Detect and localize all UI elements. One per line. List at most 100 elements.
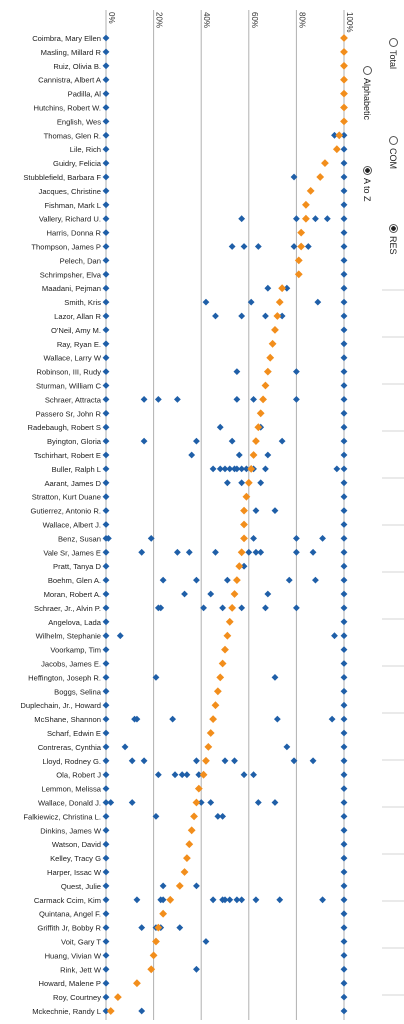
row-label: Schraer, Attracta	[45, 395, 102, 404]
radio-dot-icon[interactable]	[363, 66, 372, 75]
individual-point	[102, 409, 110, 417]
row-label: Angelova, Lada	[48, 618, 102, 627]
individual-point	[102, 187, 110, 195]
row-label: Vale Sr, James E	[43, 548, 101, 557]
individual-point	[200, 604, 207, 612]
individual-point	[340, 479, 348, 487]
row-label: Thompson, James P	[31, 243, 101, 252]
radio-res[interactable]: RES	[388, 224, 398, 255]
individual-point	[333, 465, 341, 473]
individual-point	[340, 938, 348, 945]
x-tick-label: 100%	[345, 12, 354, 32]
total-point	[340, 75, 348, 84]
individual-point	[223, 479, 231, 487]
individual-point	[102, 354, 110, 362]
x-tick-labels: 0% 20% 40% 60% 80% 100%	[107, 12, 354, 32]
individual-point	[102, 771, 110, 779]
individual-point	[340, 326, 348, 334]
individual-point	[283, 743, 291, 751]
individual-point	[102, 229, 110, 236]
row-label: Radebaugh, Robert S	[28, 423, 101, 432]
individual-point	[328, 715, 336, 723]
individual-point	[221, 757, 229, 765]
individual-point	[102, 131, 110, 139]
individual-point	[340, 687, 348, 695]
individual-point	[102, 145, 110, 153]
individual-point	[273, 715, 281, 723]
individual-point	[216, 423, 224, 431]
individual-point	[264, 284, 272, 292]
individual-point	[219, 604, 227, 612]
total-point	[225, 617, 234, 626]
individual-point	[238, 604, 246, 612]
individual-point	[102, 48, 110, 56]
row-label: Carmack Ccim, Kim	[34, 896, 101, 905]
row-label: Lazor, Allan R	[54, 312, 101, 321]
individual-point	[102, 785, 110, 792]
radio-dot-icon[interactable]	[389, 38, 398, 47]
row-label: Wilhelm, Stephanie	[36, 632, 101, 641]
individual-point	[233, 368, 241, 375]
individual-point	[171, 771, 179, 779]
total-point	[152, 937, 160, 946]
total-point	[209, 715, 217, 723]
total-point	[273, 312, 282, 320]
x-tick-label: 80%	[297, 12, 306, 28]
radio-dot-icon[interactable]	[389, 224, 398, 233]
individual-point	[102, 604, 110, 612]
individual-point	[340, 409, 348, 417]
individual-point	[264, 590, 272, 598]
row-label: Rink, Jett W	[60, 965, 102, 974]
individual-point	[138, 548, 146, 556]
row-label: Cannistra, Albert A	[38, 76, 102, 85]
row-label: Vallery, Richard U.	[39, 215, 101, 224]
total-point	[340, 117, 348, 126]
individual-point	[231, 757, 238, 765]
individual-point	[304, 243, 312, 250]
radio-alphabetic[interactable]: Alphabetic	[362, 66, 372, 120]
individual-point	[207, 590, 215, 598]
individual-point	[159, 896, 167, 904]
individual-point	[102, 826, 110, 834]
individual-point	[212, 548, 219, 556]
individual-point	[340, 270, 348, 278]
radio-dot-icon[interactable]	[363, 166, 372, 175]
individual-point	[340, 437, 348, 445]
individual-point	[290, 243, 298, 250]
individual-point	[102, 423, 110, 431]
individual-point	[340, 354, 348, 362]
total-point	[263, 367, 272, 376]
individual-point	[340, 312, 348, 320]
individual-point	[250, 396, 257, 403]
radio-total[interactable]: Total	[388, 38, 398, 69]
individual-point	[314, 298, 322, 306]
individual-point	[293, 604, 300, 612]
row-label: Hutchins, Robert W.	[33, 104, 101, 113]
individual-point	[202, 298, 210, 306]
row-label: Sturman, William C	[36, 382, 101, 391]
total-point	[294, 270, 303, 279]
radio-a-to-z[interactable]: A to Z	[362, 166, 372, 202]
total-point	[218, 659, 227, 668]
row-label: Lemmon, Melissa	[41, 785, 101, 794]
individual-point	[214, 813, 222, 820]
radio-dot-icon[interactable]	[389, 136, 398, 145]
radio-com[interactable]: COM	[388, 136, 398, 169]
individual-point	[102, 979, 110, 987]
individual-point	[102, 159, 110, 167]
individual-point	[212, 312, 219, 320]
total-point	[223, 631, 232, 640]
individual-point	[128, 799, 136, 806]
row-label: Falkiewicz, Christina L.	[23, 812, 101, 821]
individual-point	[176, 924, 184, 931]
individual-point	[340, 340, 348, 348]
individual-point	[247, 298, 255, 306]
individual-point	[340, 173, 348, 181]
individual-point	[340, 451, 348, 459]
individual-point	[257, 548, 265, 556]
radio-label: COM	[388, 148, 398, 169]
row-label: Contreras, Cynthia	[38, 743, 102, 752]
row-label: Padilla, Al	[68, 90, 102, 99]
row-label: O'Neil, Amy M.	[51, 326, 101, 335]
